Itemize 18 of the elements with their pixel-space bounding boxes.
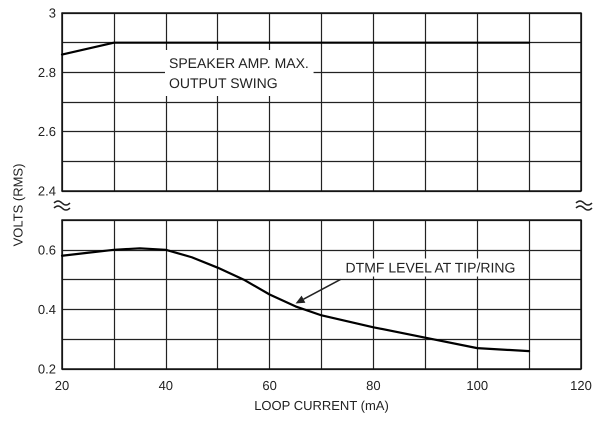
annotation: DTMF LEVEL AT TIP/RING: [346, 259, 516, 276]
y-tick-label: 0.6: [38, 242, 56, 258]
line-series: [60, 247, 530, 352]
x-tick-label: 100: [466, 378, 488, 393]
x-tick-label: 60: [262, 378, 277, 393]
x-tick-label: 80: [366, 378, 381, 393]
y-tick-label: 0.2: [38, 362, 56, 376]
annotation: SPEAKER AMP. MAX. OUTPUT SWING: [169, 55, 309, 91]
y-tick-label: 3: [48, 6, 56, 20]
x-axis-title: LOOP CURRENT (mA): [254, 398, 389, 413]
y-tick-label: 2.4: [38, 184, 56, 198]
y-tick-label: 2.8: [38, 64, 56, 80]
y-axis-title: VOLTS (RMS): [10, 164, 26, 246]
x-tick-label: 120: [570, 378, 592, 393]
x-tick-label: 20: [54, 378, 70, 393]
x-tick-label: 40: [158, 378, 174, 393]
y-tick-label: 0.4: [38, 302, 56, 317]
y-tick-label: 2.6: [38, 124, 56, 140]
